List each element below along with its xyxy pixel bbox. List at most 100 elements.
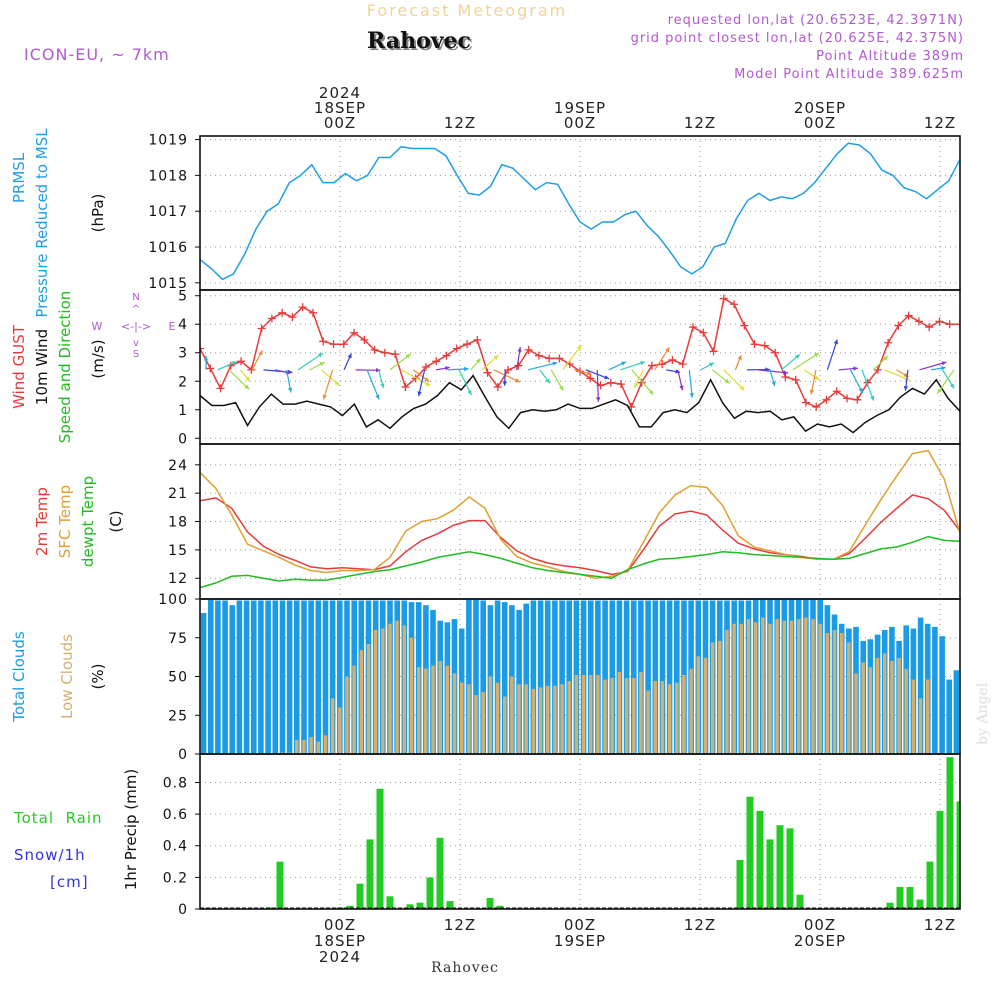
gust-marker bbox=[945, 320, 954, 329]
low-cloud-bar bbox=[323, 735, 328, 754]
wind-arrow-head bbox=[833, 339, 838, 345]
low-cloud-bar bbox=[503, 696, 507, 754]
low-cloud-bar bbox=[904, 668, 908, 754]
panel-label: Pressure Reduced to MSL bbox=[33, 128, 51, 318]
y-tick-label: 18 bbox=[168, 515, 188, 531]
total-cloud-bar bbox=[466, 599, 472, 754]
total-cloud-bar bbox=[946, 679, 952, 754]
rain-bar bbox=[436, 837, 444, 909]
total-cloud-bar bbox=[473, 599, 479, 754]
low-cloud-bar bbox=[660, 681, 665, 754]
wind-arrow-head bbox=[794, 354, 800, 359]
gust-marker bbox=[925, 323, 934, 332]
rain-bar bbox=[486, 897, 494, 909]
y-tick-label: 1 bbox=[178, 403, 188, 419]
low-cloud-bar bbox=[854, 673, 858, 754]
requested-coordinates: requested lon,lat (20.6523E, 42.3971N) bbox=[668, 13, 964, 28]
low-cloud-bar bbox=[445, 665, 449, 754]
wind-arrow-head bbox=[417, 391, 422, 397]
total-cloud-bar bbox=[939, 636, 945, 754]
gust-marker bbox=[678, 360, 687, 369]
low-cloud-bar bbox=[861, 662, 865, 754]
gust-marker bbox=[411, 374, 420, 383]
gust-marker bbox=[637, 378, 646, 387]
wind-arrow-head bbox=[665, 347, 670, 353]
wind-arrow-head bbox=[634, 382, 639, 388]
low-cloud-bar bbox=[624, 678, 629, 754]
y-tick-label: 0.6 bbox=[163, 807, 188, 823]
low-cloud-bar bbox=[538, 687, 543, 754]
compass-north: N bbox=[132, 292, 139, 303]
total-cloud-bar bbox=[265, 600, 271, 754]
low-cloud-bar bbox=[474, 695, 478, 754]
panel-label: 10m Wind bbox=[33, 329, 51, 405]
low-cloud-bar bbox=[617, 671, 622, 754]
wind-arrow bbox=[758, 369, 789, 374]
total-cloud-bar bbox=[308, 600, 314, 754]
panel-label: PRMSL bbox=[10, 152, 28, 203]
gust-marker bbox=[267, 314, 276, 323]
total-cloud-bar bbox=[329, 600, 336, 754]
wind-arrow-head bbox=[813, 353, 819, 358]
wind-arrow-head bbox=[502, 381, 507, 386]
panel-clouds: 0 25 50 75 100 Total Clouds Low Clouds (%) bbox=[10, 592, 961, 763]
top-time-label: 00Z bbox=[564, 114, 596, 132]
rain-bar bbox=[946, 757, 954, 909]
low-cloud-bar bbox=[517, 684, 521, 754]
wind-arrow-head bbox=[724, 378, 730, 384]
wind-arrow bbox=[631, 369, 654, 396]
wind-arrow bbox=[936, 369, 955, 394]
wind-arrow-head bbox=[709, 362, 714, 367]
low-cloud-bar bbox=[431, 665, 435, 754]
low-cloud-bar bbox=[890, 661, 894, 754]
wind-arrow-head bbox=[319, 362, 325, 367]
compass-down-arrow: v bbox=[133, 338, 139, 349]
wind-arrow-head bbox=[464, 366, 469, 372]
low-cloud-bar bbox=[804, 617, 808, 754]
wind-arrow-head bbox=[347, 353, 352, 359]
low-cloud-bar bbox=[753, 622, 758, 754]
total-cloud-bar bbox=[315, 600, 322, 754]
gust-marker bbox=[873, 365, 882, 374]
low-cloud-bar bbox=[546, 685, 550, 754]
rain-bar bbox=[967, 839, 974, 909]
total-cloud-bar bbox=[544, 600, 551, 754]
rain-bar bbox=[926, 861, 934, 909]
wind-arrow bbox=[596, 369, 599, 402]
series-line bbox=[200, 142, 960, 281]
rain-bar bbox=[916, 899, 924, 909]
precip-axis-label: 1hr Precip (mm) bbox=[122, 769, 140, 890]
low-cloud-bar bbox=[646, 690, 650, 754]
gust-marker bbox=[504, 365, 513, 374]
gust-marker bbox=[617, 380, 626, 389]
gust-marker bbox=[545, 354, 554, 363]
low-cloud-bar bbox=[302, 740, 306, 754]
wind-arrow bbox=[861, 369, 875, 401]
rain-bar bbox=[756, 810, 764, 909]
gust-marker bbox=[288, 313, 297, 322]
bottom-time-label: 00Z bbox=[564, 916, 596, 934]
top-time-label: 12Z bbox=[924, 114, 956, 132]
panel-unit-label: (%) bbox=[89, 664, 107, 690]
rain-bar bbox=[936, 810, 944, 909]
bottom-time-label: 00Z bbox=[324, 916, 356, 934]
top-time-label: 18SEP bbox=[314, 99, 366, 117]
compass-arrow: <-|-> bbox=[121, 320, 151, 333]
low-cloud-bar bbox=[345, 676, 349, 754]
gust-marker bbox=[750, 340, 759, 349]
gust-marker bbox=[935, 317, 944, 326]
bottom-time-label: 00Z bbox=[804, 916, 836, 934]
grid bbox=[200, 444, 960, 599]
rain-bar bbox=[956, 801, 960, 909]
low-cloud-bar bbox=[710, 642, 715, 754]
low-cloud-bar bbox=[366, 644, 371, 754]
precip-unit-label: [cm] bbox=[50, 873, 89, 891]
gust-marker bbox=[257, 324, 266, 333]
panel-label: Wind GUST bbox=[10, 324, 28, 409]
low-cloud-bar bbox=[330, 698, 335, 754]
gust-marker bbox=[740, 321, 749, 330]
wind-arrow-head bbox=[517, 347, 522, 352]
plot-area bbox=[200, 142, 960, 281]
low-cloud-bar bbox=[524, 684, 528, 754]
